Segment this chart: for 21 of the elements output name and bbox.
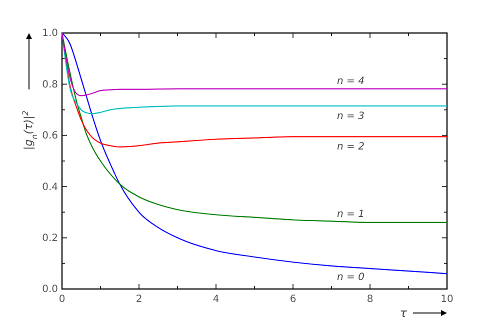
series-label: n = 0 xyxy=(337,272,364,284)
series-label: n = 4 xyxy=(337,76,364,87)
x-tick-label: 8 xyxy=(366,294,374,306)
x-axis-title: τ xyxy=(400,306,408,320)
line-series xyxy=(61,32,448,96)
y-tick-label: 0.4 xyxy=(42,182,58,193)
x-tick-label: 4 xyxy=(212,294,220,306)
series-label: n = 3 xyxy=(337,110,364,122)
y-tick-label: 0.2 xyxy=(42,233,58,244)
line-series xyxy=(61,32,448,223)
x-tick-label: 10 xyxy=(440,294,454,306)
y-tick-label: 0.0 xyxy=(42,284,58,296)
y-tick-label: 0.6 xyxy=(42,130,58,142)
y-tick-label: 1.0 xyxy=(42,28,58,40)
series-label: n = 1 xyxy=(337,208,364,220)
x-tick-label: 6 xyxy=(290,294,296,306)
x-tick-label: 0 xyxy=(58,294,66,306)
y-tick-label: 0.8 xyxy=(42,79,58,90)
line-series xyxy=(61,32,448,274)
series-label: n = 2 xyxy=(337,142,364,153)
x-tick-label: 2 xyxy=(136,294,142,306)
